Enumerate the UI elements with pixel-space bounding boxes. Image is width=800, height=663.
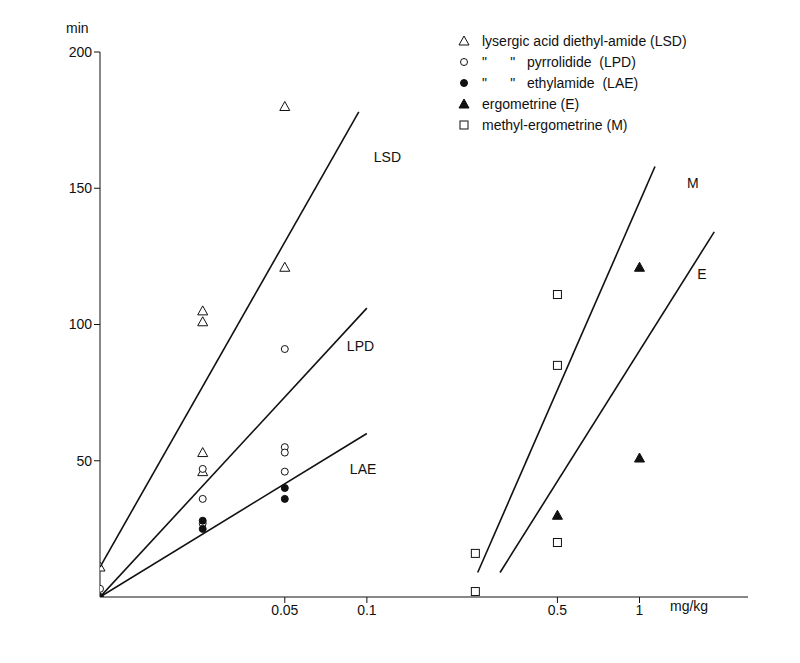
svg-text:LPD: LPD <box>347 338 374 354</box>
svg-text:150: 150 <box>69 180 93 196</box>
svg-text:1: 1 <box>636 602 644 618</box>
svg-text:0.05: 0.05 <box>271 602 298 618</box>
html-text:" " ethylamide (LAE): " " ethylamide (LAE) <box>482 74 639 91</box>
html-text:mg/kg: mg/kg <box>670 598 709 614</box>
svg-text:100: 100 <box>69 316 93 332</box>
svg-text:0.5: 0.5 <box>548 602 568 618</box>
svg-text:LSD: LSD <box>374 149 401 165</box>
html-text:min: min <box>66 20 89 36</box>
svg-text:200: 200 <box>69 44 93 60</box>
svg-text:E: E <box>697 266 706 282</box>
svg-text:50: 50 <box>76 453 92 469</box>
html-text:methyl-ergometrine (M): methyl-ergometrine (M) <box>482 116 628 133</box>
html-text:lysergic acid diethyl-amide (L: lysergic acid diethyl-amide (LSD) <box>482 32 687 49</box>
html-text:" " pyrrolidide (LPD): " " pyrrolidide (LPD) <box>482 53 636 70</box>
svg-text:M: M <box>687 175 699 191</box>
html-text:ergometrine (E): ergometrine (E) <box>482 95 580 112</box>
svg-text:LAE: LAE <box>350 461 376 477</box>
svg-text:0.1: 0.1 <box>357 602 377 618</box>
